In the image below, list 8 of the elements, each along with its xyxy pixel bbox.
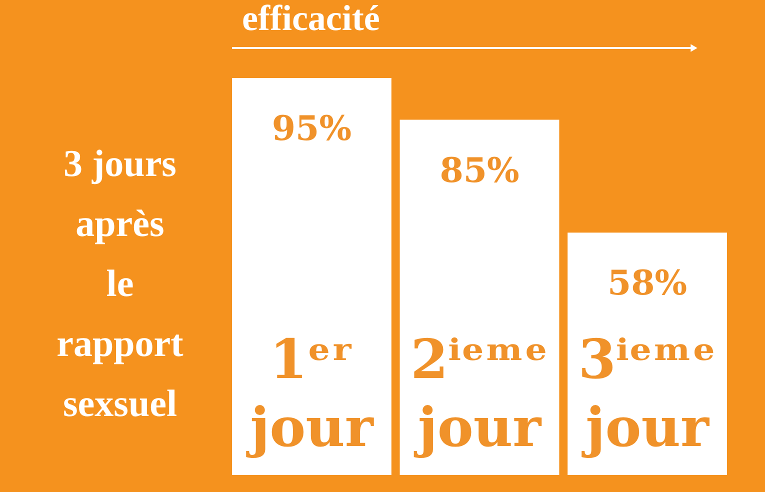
chart-title: efficacité (242, 0, 380, 38)
x-tick-label: 2ⁱᵉᵐᵉ jour (410, 327, 548, 459)
data-label: 58% (607, 264, 688, 304)
y-axis-title: 3 jours après le rapport sexsuel (56, 143, 184, 425)
data-label: 85% (440, 150, 520, 191)
x-tick-label: 3ⁱᵉᵐᵉ jour (578, 327, 716, 459)
data-label: 95% (272, 109, 352, 149)
x-tick-label: 1ᵉʳ jour (245, 327, 374, 459)
